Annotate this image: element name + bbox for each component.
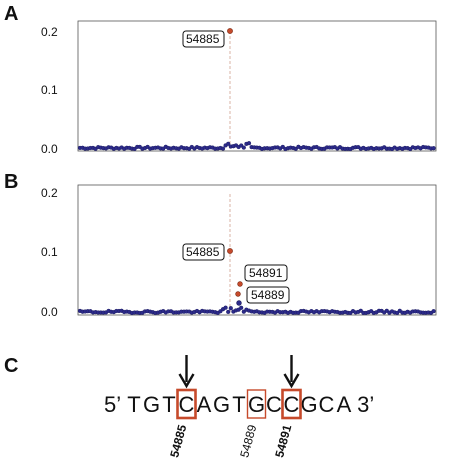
base-12: C	[319, 392, 335, 417]
background-point	[220, 146, 226, 151]
base-10: C	[284, 392, 300, 417]
panel-b-callout-54885: 54885	[186, 245, 220, 259]
box-54891	[281, 388, 302, 420]
base-9: C	[266, 392, 282, 417]
panel-b-callout-54891-box	[244, 264, 288, 282]
sequence-row: 5’ T G T C A G T G C C G C A 3’54885 54889 54891	[104, 388, 374, 459]
panel-a-callout-54885: 54885	[186, 32, 220, 46]
base-8: G	[248, 392, 265, 417]
panel-a-frame	[77, 20, 437, 152]
panel-b-callout-54889-box	[246, 286, 290, 304]
panel-a-callout-54885-box	[182, 30, 225, 48]
panel-a: A 0.2 0.1 0.0 54885	[4, 3, 437, 156]
box-54885	[176, 388, 197, 420]
base-6: G	[213, 392, 230, 417]
background-point	[246, 141, 252, 146]
background-point	[431, 146, 436, 151]
base-13: A	[337, 392, 352, 417]
panel-b-frame	[77, 184, 437, 316]
background-point	[431, 309, 436, 314]
panel-b-ytick-0.0: 0.0	[41, 305, 58, 319]
panel-b-letter: B	[4, 171, 18, 193]
panel-b-callout-54885-box	[182, 243, 225, 261]
background-point	[226, 309, 231, 314]
panel-b-background-points	[77, 305, 436, 316]
arrow-head-54885	[178, 373, 195, 389]
arrows	[178, 355, 300, 389]
position-label-54891: 54891	[272, 423, 294, 459]
panel-a-background-points	[77, 141, 436, 152]
box-54889	[246, 389, 267, 419]
panel-b-point-54889	[235, 291, 241, 297]
base-3: T	[162, 392, 175, 417]
panel-b-point-54891	[237, 281, 243, 287]
panel-b-ytick-0.2: 0.2	[41, 186, 58, 200]
panel-a-ytick-0.1: 0.1	[41, 83, 58, 97]
arrow-head-54891	[283, 373, 300, 389]
base-2: G	[143, 392, 160, 417]
panel-a-ytick-0.0: 0.0	[41, 142, 58, 156]
panel-b-callout-54889: 54889	[251, 288, 285, 302]
panel-c-letter: C	[4, 355, 18, 377]
base-11: G	[300, 392, 317, 417]
background-point	[228, 306, 233, 311]
position-label-54889: 54889	[237, 423, 259, 459]
panel-a-letter: A	[4, 3, 18, 25]
position-label-54885: 54885	[167, 423, 189, 459]
panel-a-point-54885	[227, 28, 233, 34]
panel-c: C 5’ T G T C A G T G C C G C A 3’54885 54889 54891	[4, 355, 374, 459]
background-point	[226, 141, 231, 146]
five-prime-label: 5’	[104, 392, 121, 417]
background-point	[241, 145, 246, 150]
background-point	[239, 305, 244, 310]
base-1: T	[127, 392, 140, 417]
panel-b-callout-54891: 54891	[249, 266, 283, 280]
panel-a-ytick-0.2: 0.2	[41, 25, 58, 39]
panel-b-point-extra	[236, 300, 242, 306]
panel-b-point-54885	[227, 248, 233, 254]
base-4: C	[179, 392, 195, 417]
panel-b: B 0.2 0.1 0.0 54885 54891 54889	[4, 171, 437, 319]
background-point	[223, 305, 228, 310]
three-prime-label: 3’	[357, 392, 374, 417]
base-5: A	[197, 392, 212, 417]
base-7: T	[232, 392, 245, 417]
panel-b-ytick-0.1: 0.1	[41, 245, 58, 259]
